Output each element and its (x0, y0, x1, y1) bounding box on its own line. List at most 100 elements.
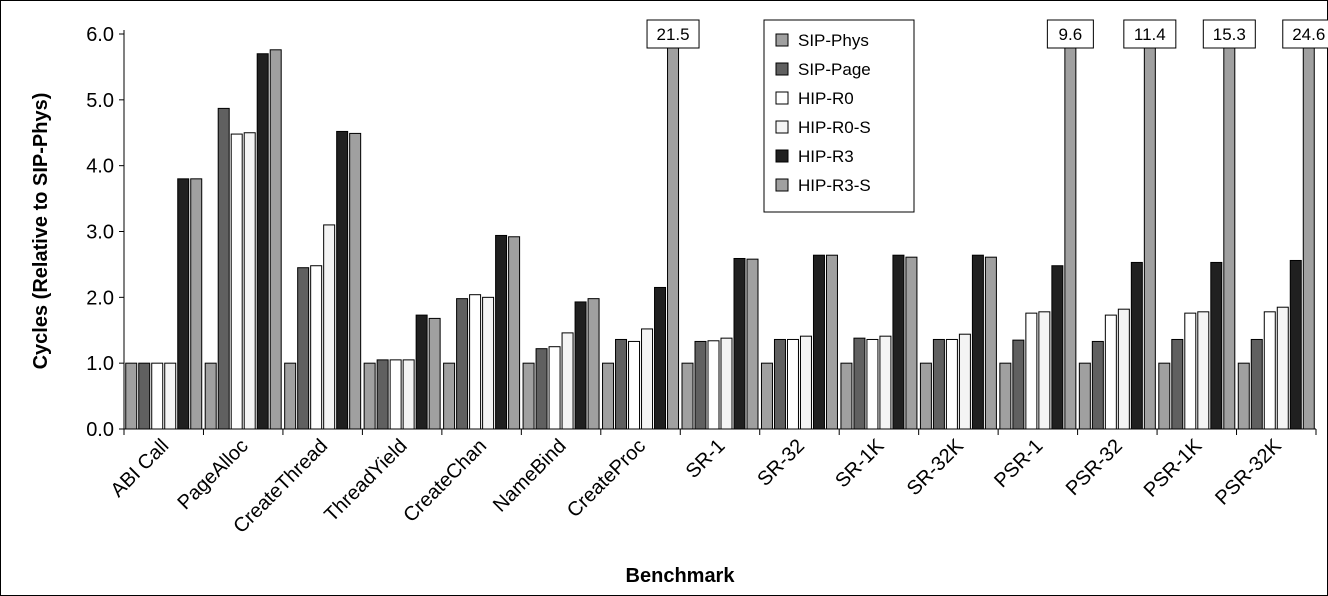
bar-SIP-Page-SR-32 (773, 338, 786, 430)
bar-HIP-R0-S-PSR-32 (1117, 308, 1130, 430)
category-label: SR-32 (753, 435, 809, 491)
bar-HIP-R0-CreateThread (310, 265, 323, 430)
bar-HIP-R0-PSR-32K (1263, 311, 1276, 430)
bar-SIP-Phys-SR-1 (681, 362, 694, 430)
legend-box (763, 19, 915, 213)
y-tick-label: 5.0 (86, 90, 114, 112)
category-label: CreateChan (399, 435, 491, 527)
y-tick-label: 3.0 (86, 222, 114, 244)
bar-HIP-R3-S-PageAlloc (269, 49, 282, 430)
category-label: PSR-1 (990, 435, 1047, 492)
bar-HIP-R3-S-ThreadYield (428, 317, 441, 430)
bar-SIP-Phys-CreateProc (602, 362, 615, 430)
bar-HIP-R0-SR-32 (786, 338, 799, 430)
bar-HIP-R0-CreateProc (628, 340, 641, 430)
bar-SIP-Phys-PSR-32K (1237, 362, 1250, 430)
y-tick-label: 1.0 (86, 353, 114, 375)
callout-box (1202, 19, 1256, 49)
legend-swatch-SIP-Phys (775, 33, 789, 47)
bar-HIP-R0-CreateChan (469, 294, 482, 430)
bar-HIP-R3-CreateChan (495, 234, 508, 430)
bar-HIP-R3-S-SR-32 (825, 254, 838, 430)
bar-SIP-Phys-ThreadYield (363, 362, 376, 430)
bar-SIP-Phys-CreateChan (443, 362, 456, 430)
category-label: PSR-32 (1062, 435, 1127, 500)
callouts-layer: 21.5 9.6 11.4 15.3 24.6 (646, 19, 1328, 49)
bar-HIP-R3-S-PSR-32K (1302, 33, 1315, 430)
bar-HIP-R3-NameBind (574, 301, 587, 430)
legend-label-SIP-Page: SIP-Page (798, 60, 871, 79)
bar-HIP-R3-S-CreateProc (667, 33, 680, 430)
bar-SIP-Page-PSR-1 (1012, 339, 1025, 430)
bar-HIP-R0-PSR-1K (1184, 312, 1197, 430)
category-label: SR-1K (831, 435, 889, 493)
bar-HIP-R0-S-CreateThread (323, 224, 336, 430)
bar-SIP-Page-CreateProc (615, 338, 628, 430)
callout-label: 11.4 (1134, 25, 1166, 44)
y-axis-title: Cycles (Relative to SIP-Phys) (30, 93, 52, 370)
callout-label: 9.6 (1059, 25, 1083, 44)
legend-label-HIP-R0-S: HIP-R0-S (798, 118, 871, 137)
callout-box (646, 19, 700, 49)
bar-HIP-R3-SR-1K (892, 254, 905, 430)
bar-HIP-R0-NameBind (548, 346, 561, 430)
bar-HIP-R3-S-SR-1 (746, 258, 759, 430)
bar-HIP-R3-S-PSR-32 (1143, 33, 1156, 430)
y-tick-label: 0.0 (86, 419, 114, 441)
bar-HIP-R3-S-NameBind (587, 298, 600, 430)
bar-HIP-R0-S-CreateChan (482, 296, 495, 430)
bar-HIP-R3-PSR-1K (1210, 261, 1223, 430)
bar-SIP-Page-CreateThread (297, 267, 310, 430)
bar-SIP-Page-PSR-32 (1091, 340, 1104, 430)
bar-HIP-R0-SR-1K (866, 338, 879, 430)
bar-HIP-R3-SR-1 (733, 257, 746, 430)
bar-SIP-Phys-PSR-1 (999, 362, 1012, 430)
bar-HIP-R3-CreateProc (654, 286, 667, 430)
bar-SIP-Page-CreateChan (456, 298, 469, 430)
legend-label-HIP-R3: HIP-R3 (798, 147, 854, 166)
bar-SIP-Page-SR-32K (932, 338, 945, 430)
category-label: SR-32K (903, 435, 969, 501)
legend-swatch-HIP-R0-S (775, 120, 789, 134)
x-axis-title: Benchmark (626, 565, 736, 587)
bar-HIP-R0-S-ABI Call (164, 362, 177, 430)
bar-HIP-R3-S-PSR-1 (1064, 33, 1077, 430)
bar-SIP-Phys-ABI Call (125, 362, 138, 430)
bar-SIP-Phys-CreateThread (284, 362, 297, 430)
y-tick-label: 4.0 (86, 156, 114, 178)
bar-SIP-Phys-PSR-32 (1078, 362, 1091, 430)
callout-label: 24.6 (1292, 25, 1325, 44)
legend-swatch-HIP-R3 (775, 149, 789, 163)
bar-SIP-Page-SR-1 (694, 340, 707, 430)
legend-label-SIP-Phys: SIP-Phys (798, 31, 869, 50)
bar-HIP-R3-S-SR-1K (905, 256, 918, 430)
category-label: ABI Call (107, 435, 174, 502)
bar-HIP-R0-S-PSR-32K (1276, 306, 1289, 430)
bar-HIP-R3-SR-32K (971, 254, 984, 430)
bar-SIP-Phys-SR-32 (760, 362, 773, 430)
bar-HIP-R3-ThreadYield (415, 314, 428, 430)
bar-SIP-Page-PSR-1K (1171, 338, 1184, 430)
category-label: NameBind (489, 435, 571, 517)
bar-SIP-Page-ABI Call (138, 362, 151, 430)
bar-HIP-R0-S-CreateProc (641, 328, 654, 430)
bar-HIP-R0-SR-1 (707, 340, 720, 430)
bars-layer (125, 33, 1315, 430)
bar-HIP-R0-S-SR-1K (879, 335, 892, 430)
category-label: PSR-1K (1140, 435, 1207, 502)
bar-HIP-R0-ABI Call (151, 362, 164, 430)
bar-HIP-R0-S-SR-1 (720, 337, 733, 430)
bar-HIP-R0-PSR-1 (1025, 312, 1038, 430)
bar-HIP-R3-S-CreateThread (349, 132, 362, 430)
legend-swatch-HIP-R3-S (775, 178, 789, 192)
bar-SIP-Phys-PSR-1K (1158, 362, 1171, 430)
bar-HIP-R3-SR-32 (812, 254, 825, 430)
bar-SIP-Page-PSR-32K (1250, 338, 1263, 430)
legend: SIP-Phys SIP-Page HIP-R0 HIP-R0-S HIP-R3 HIP-… (763, 19, 915, 213)
legend-swatch-HIP-R0 (775, 91, 789, 105)
legend-label-HIP-R3-S: HIP-R3-S (798, 176, 871, 195)
category-label: ThreadYield (320, 435, 411, 526)
bar-HIP-R0-PageAlloc (230, 133, 243, 430)
bar-SIP-Phys-NameBind (522, 362, 535, 430)
